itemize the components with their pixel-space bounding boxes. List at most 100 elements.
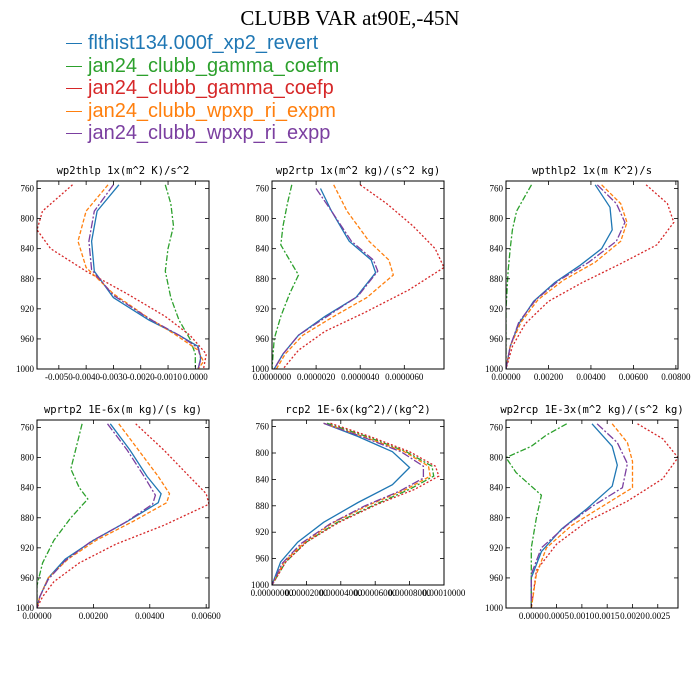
- figure-title: CLUBB VAR at90E,-45N: [240, 6, 460, 30]
- panel-title: wpthlp2 1x(m K^2)/s: [532, 165, 652, 177]
- series-line: [506, 423, 568, 608]
- y-tick-label: 960: [490, 334, 504, 344]
- plot-frame: [505, 180, 679, 370]
- x-tick-label: 0.00000: [22, 611, 52, 621]
- panel-title: wp2thlp 1x(m^2 K)/s^2: [57, 165, 190, 177]
- y-tick-label: 800: [490, 214, 504, 224]
- x-tick-label: 0.00800: [661, 372, 691, 382]
- series-line: [530, 423, 634, 608]
- y-tick-label: 760: [21, 184, 35, 194]
- y-tick-label: 840: [256, 244, 270, 254]
- series-line: [506, 184, 628, 369]
- y-tick-label: 800: [490, 453, 504, 463]
- plot-frame: [36, 180, 210, 370]
- chart-panel: wp2rcp 1E-3x(m^2 kg)/(s^2 kg) 760 800 840 88…: [485, 404, 684, 621]
- series-line: [272, 422, 425, 585]
- y-tick-label: 1000: [485, 364, 504, 374]
- series-line: [272, 422, 440, 585]
- x-tick-label: -0.0010: [154, 372, 182, 382]
- x-tick-label: 0.00200: [79, 611, 109, 621]
- series-line: [272, 422, 431, 585]
- series-line: [506, 184, 675, 369]
- y-tick-label: 880: [21, 274, 35, 284]
- x-tick-label: 0.0000020: [297, 372, 336, 382]
- legend-label: jan24_clubb_wpxp_ri_expm: [88, 99, 336, 122]
- series-line: [506, 184, 533, 369]
- x-tick-label: -0.0020: [127, 372, 155, 382]
- legend-swatch: [66, 43, 82, 44]
- y-tick-label: 840: [21, 244, 35, 254]
- x-tick-label: -0.0050: [45, 372, 73, 382]
- y-tick-label: 840: [490, 244, 504, 254]
- x-tick-label: 0.00600: [192, 611, 222, 621]
- y-tick-label: 760: [21, 423, 35, 433]
- series-line: [37, 423, 89, 608]
- chart-panel: wpthlp2 1x(m K^2)/s 760 800 840 880 920 960 100…: [485, 165, 691, 382]
- x-tick-label: 0.00400: [135, 611, 165, 621]
- y-tick-label: 840: [256, 474, 270, 484]
- x-tick-label: 0.00002000: [285, 588, 328, 598]
- y-tick-label: 920: [256, 527, 270, 537]
- x-tick-label: -0.0040: [72, 372, 100, 382]
- y-tick-label: 920: [21, 304, 35, 314]
- plot-frame: [271, 419, 445, 586]
- x-tick-label: 0.00006000: [354, 588, 397, 598]
- series-line: [272, 422, 411, 585]
- y-tick-label: 1000: [16, 603, 35, 613]
- y-tick-label: 1000: [251, 364, 270, 374]
- legend-label: jan24_clubb_gamma_coefp: [88, 77, 334, 99]
- series-line: [272, 184, 300, 369]
- plot-frame: [36, 419, 210, 609]
- series-line: [37, 423, 157, 608]
- y-tick-label: 960: [21, 334, 35, 344]
- series-line: [282, 184, 444, 369]
- chart-panel: wp2rtp 1x(m^2 kg)/(s^2 kg) 760 800 840 880 92…: [251, 165, 445, 382]
- legend-swatch: [66, 88, 82, 89]
- x-tick-label: 0.0025: [645, 611, 670, 621]
- y-tick-label: 840: [490, 483, 504, 493]
- y-tick-label: 800: [21, 453, 35, 463]
- plot-frame: [505, 419, 679, 609]
- series-line: [506, 184, 626, 369]
- y-tick-label: 920: [256, 304, 270, 314]
- y-tick-label: 800: [256, 214, 270, 224]
- y-tick-label: 1000: [251, 580, 270, 590]
- series-line: [275, 184, 395, 369]
- chart-panel: wprtp2 1E-6x(m kg)/(s kg) 760 800 840 880 920…: [16, 404, 221, 621]
- panel-title: rcp2 1E-6x(kg^2)/(kg^2): [285, 404, 430, 416]
- series-line: [530, 423, 678, 608]
- series-line: [77, 184, 205, 369]
- y-tick-label: 880: [256, 274, 270, 284]
- legend-swatch: [66, 133, 82, 134]
- chart-panel: wp2thlp 1x(m^2 K)/s^2 760 800 840 880 920 960 1…: [16, 165, 210, 382]
- y-tick-label: 880: [490, 513, 504, 523]
- y-tick-label: 760: [490, 184, 504, 194]
- y-tick-label: 1000: [16, 364, 35, 374]
- x-tick-label: 0.00200: [534, 372, 564, 382]
- x-tick-label: 0.00008000: [388, 588, 431, 598]
- x-tick-label: 0.0020: [620, 611, 645, 621]
- y-tick-label: 920: [490, 543, 504, 553]
- y-tick-label: 960: [256, 554, 270, 564]
- y-tick-label: 1000: [485, 603, 504, 613]
- y-tick-label: 920: [21, 543, 35, 553]
- series-line: [530, 423, 629, 608]
- x-tick-label: 0.0000040: [341, 372, 380, 382]
- x-tick-label: 0.00004000: [319, 588, 362, 598]
- series-line: [88, 184, 202, 369]
- y-tick-label: 800: [21, 214, 35, 224]
- y-tick-label: 960: [256, 334, 270, 344]
- x-tick-label: 0.0000000: [253, 372, 292, 382]
- y-tick-label: 800: [256, 448, 270, 458]
- panel-title: wp2rtp 1x(m^2 kg)/(s^2 kg): [276, 165, 440, 177]
- legend-label: jan24_clubb_gamma_coefm: [88, 54, 340, 77]
- x-tick-label: 0.0000060: [385, 372, 424, 382]
- series-line: [506, 184, 613, 369]
- x-tick-label: 0.00600: [619, 372, 649, 382]
- y-tick-label: 920: [490, 304, 504, 314]
- y-tick-label: 760: [490, 423, 504, 433]
- x-tick-label: 0.00010000: [423, 588, 466, 598]
- x-tick-label: 0.0010: [570, 611, 595, 621]
- y-tick-label: 760: [256, 422, 270, 432]
- y-tick-label: 880: [256, 501, 270, 511]
